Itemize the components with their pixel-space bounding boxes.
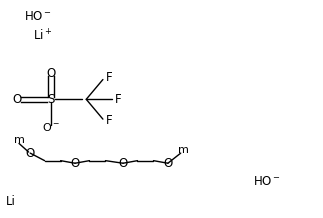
Text: HO$^-$: HO$^-$	[253, 175, 281, 188]
Text: Li: Li	[6, 195, 16, 208]
Text: F: F	[106, 114, 112, 127]
Text: O: O	[47, 67, 56, 80]
Text: m: m	[179, 145, 189, 155]
Text: Li$^+$: Li$^+$	[33, 28, 53, 43]
Text: O: O	[119, 157, 128, 170]
Text: O: O	[26, 147, 35, 160]
Text: O: O	[163, 157, 172, 170]
Text: HO$^-$: HO$^-$	[24, 10, 52, 23]
Text: O: O	[12, 93, 21, 106]
Text: S: S	[47, 93, 55, 106]
Text: m: m	[14, 135, 25, 145]
Text: F: F	[106, 71, 112, 84]
Text: O: O	[70, 157, 80, 170]
Text: F: F	[115, 93, 122, 106]
Text: O$^-$: O$^-$	[42, 121, 60, 133]
